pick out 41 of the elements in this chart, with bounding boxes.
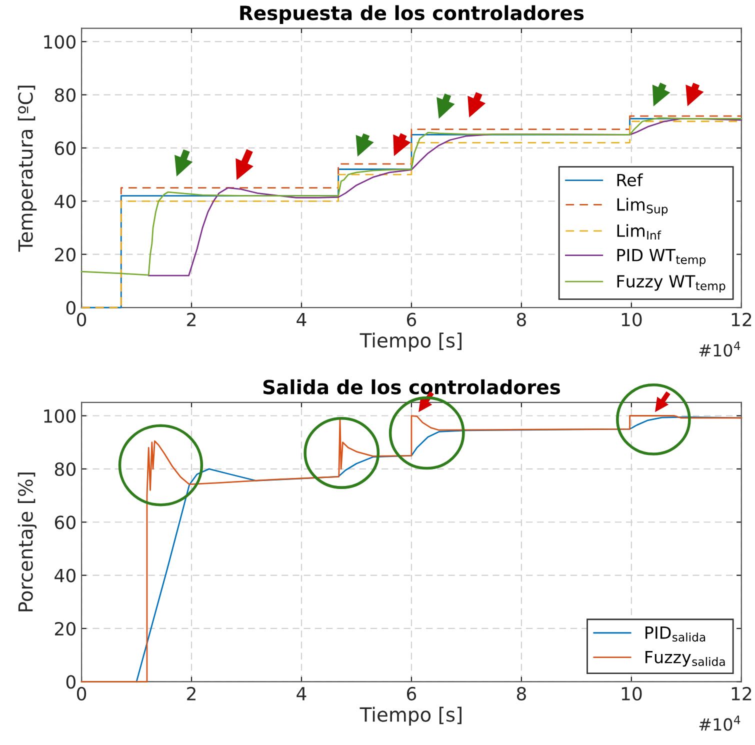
legend-label: Fuzzy$_{salida}$ <box>646 651 725 667</box>
y-tick-label: 40 <box>54 568 76 582</box>
x-tick-label: 6 <box>406 312 416 326</box>
chart-title: Respuesta de los controladores <box>240 5 584 24</box>
y-tick-label: 20 <box>55 248 76 262</box>
x-tick-label: 10 <box>622 312 642 326</box>
legend-label: Fuzzy WT$_{temp}$ <box>617 275 726 293</box>
y-axis-title: Temperatura [ºC] <box>18 86 37 252</box>
chart-title: Salida de los controladores <box>263 379 560 394</box>
y-axis-title: Porcentaje [%] <box>18 472 37 612</box>
y-tick-label: 0 <box>66 300 76 315</box>
y-tick-label: 20 <box>55 622 76 636</box>
x-tick-label: 0 <box>76 312 86 326</box>
y-tick-label: 0 <box>66 675 76 689</box>
text: #10$^{4}$ <box>699 341 740 357</box>
x-tick-label: 4 <box>296 687 306 700</box>
x-tick-label: 4 <box>296 312 306 326</box>
x-tick-label: 12 <box>732 686 752 700</box>
y-tick-label: 80 <box>54 88 76 102</box>
y-tick-label: 80 <box>54 462 76 476</box>
x-axis-title: Tiempo [s] <box>360 706 462 726</box>
text: #10$^{4}$ <box>699 716 740 731</box>
y-tick-label: 40 <box>54 194 76 208</box>
x-tick-label: 0 <box>76 686 86 701</box>
legend-label: Ref <box>617 173 644 186</box>
y-tick-label: 100 <box>44 35 76 49</box>
y-tick-label: 60 <box>54 141 76 156</box>
legend-label: PID WT$_{temp}$ <box>617 249 706 266</box>
x-tick-label: 6 <box>406 686 416 701</box>
x-tick-label: 8 <box>516 686 526 701</box>
y-tick-label: 60 <box>54 516 76 530</box>
x-tick-label: 12 <box>732 312 752 326</box>
legend-label: Lim$_{Sup}$ <box>617 198 668 216</box>
x-tick-label: 8 <box>516 312 526 326</box>
legend-label: PID$_{salida}$ <box>646 626 706 642</box>
x-tick-label: 2 <box>187 686 196 700</box>
legend-label: Lim$_{Inf}$ <box>617 224 662 240</box>
x-tick-label: 10 <box>622 686 642 701</box>
x-tick-label: 2 <box>187 312 196 326</box>
x-axis-title: Tiempo [s] <box>360 332 462 352</box>
y-tick-label: 100 <box>44 409 76 423</box>
